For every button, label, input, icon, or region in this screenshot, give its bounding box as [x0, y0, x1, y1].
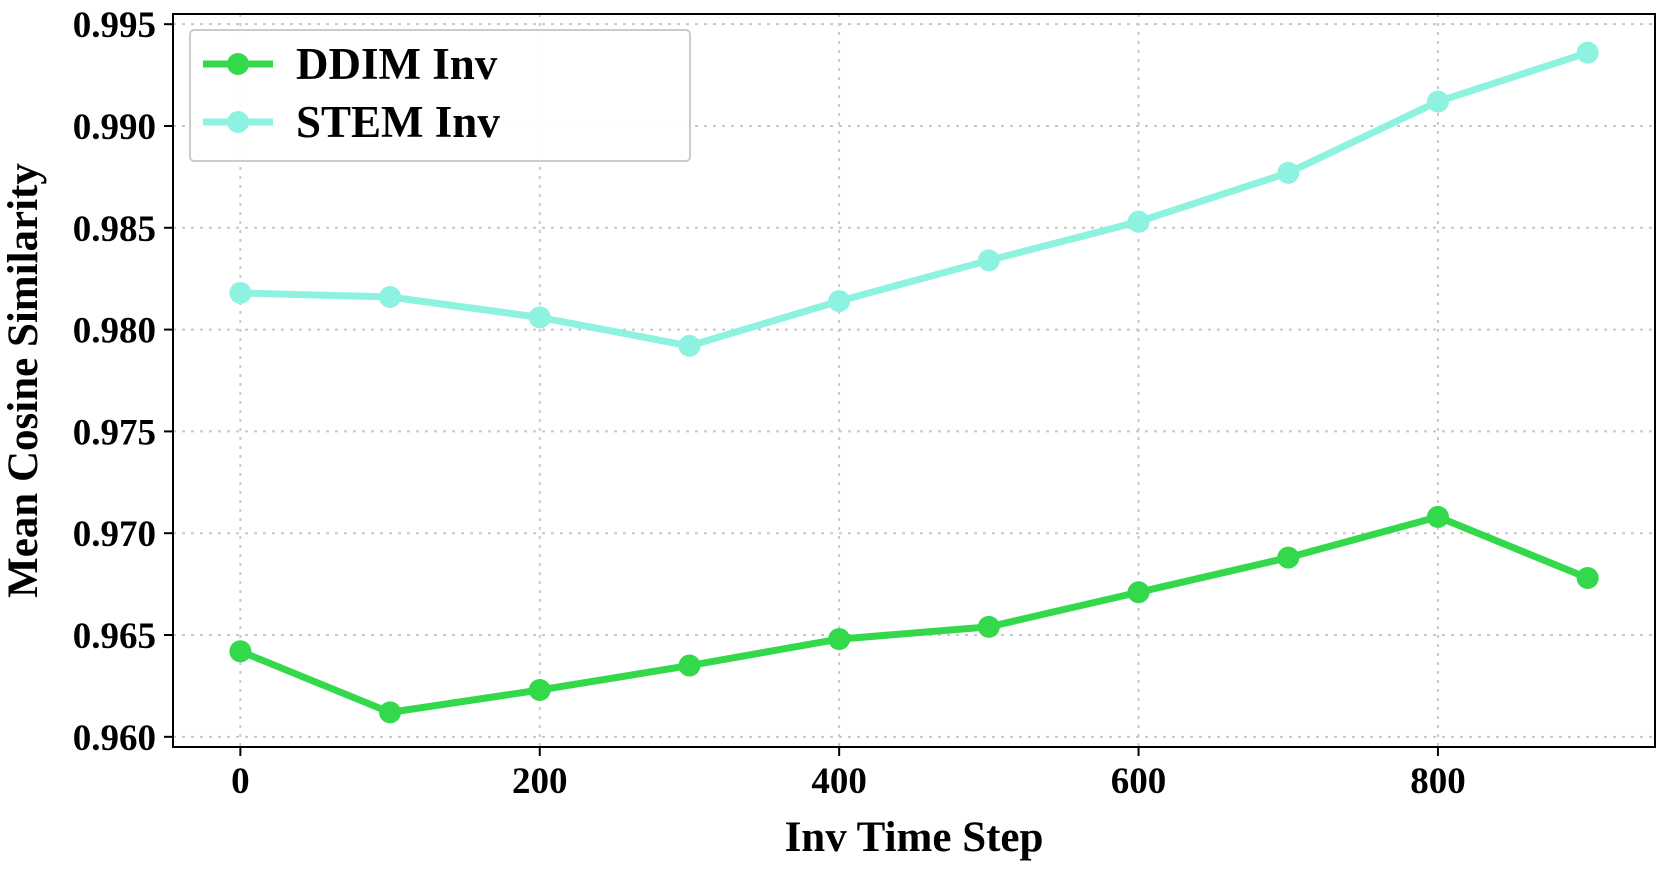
y-axis-title: Mean Cosine Similarity: [0, 163, 47, 598]
data-point: [977, 615, 1000, 638]
data-point: [1576, 41, 1599, 64]
y-tick-label: 0.965: [73, 616, 156, 657]
data-point: [1426, 90, 1449, 113]
y-tick-label: 0.995: [73, 5, 156, 46]
data-point: [1127, 210, 1150, 233]
legend-marker: [227, 111, 249, 133]
ticks: 0 200 400 600 800 0.960 0.965 0.970 0.975 0.980 0.…: [73, 5, 1466, 802]
legend-label: DDIM Inv: [296, 39, 498, 89]
data-point: [229, 281, 252, 304]
data-point: [528, 306, 551, 329]
x-tick-label: 0: [231, 761, 250, 802]
plot-frame: [172, 13, 1656, 748]
x-tick-label: 400: [811, 761, 867, 802]
data-point: [678, 334, 701, 357]
series-stem-inv: [229, 41, 1599, 357]
series-ddim-inv: [229, 505, 1599, 724]
data-point: [678, 654, 701, 677]
y-tick-label: 0.985: [73, 209, 156, 250]
data-point: [1277, 546, 1300, 569]
data-point: [1426, 505, 1449, 528]
data-point: [1277, 161, 1300, 184]
data-point: [1576, 567, 1599, 590]
legend-marker: [227, 53, 249, 75]
y-tick-label: 0.970: [73, 514, 156, 555]
data-point: [1127, 581, 1150, 604]
data-point: [828, 628, 851, 651]
data-point: [977, 249, 1000, 272]
x-tick-label: 200: [512, 761, 568, 802]
x-tick-label: 600: [1111, 761, 1167, 802]
y-tick-label: 0.960: [73, 718, 156, 759]
y-tick-label: 0.975: [73, 412, 156, 453]
data-point: [528, 678, 551, 701]
grid: [173, 14, 1655, 747]
series-layer: [229, 41, 1599, 724]
y-tick-label: 0.990: [73, 107, 156, 148]
legend-item: DDIM Inv: [203, 39, 498, 89]
data-point: [379, 701, 402, 724]
data-point: [229, 640, 252, 663]
series-line: [236, 513, 1592, 716]
legend-label: STEM Inv: [296, 97, 500, 147]
x-axis-title: Inv Time Step: [785, 814, 1044, 861]
legend-box: [189, 29, 691, 162]
x-tick-label: 800: [1410, 761, 1466, 802]
legend: DDIM Inv STEM Inv: [189, 29, 691, 162]
legend-item: STEM Inv: [203, 97, 500, 147]
data-point: [379, 286, 402, 309]
y-tick-label: 0.980: [73, 311, 156, 352]
series-line: [236, 49, 1592, 350]
data-point: [828, 290, 851, 313]
